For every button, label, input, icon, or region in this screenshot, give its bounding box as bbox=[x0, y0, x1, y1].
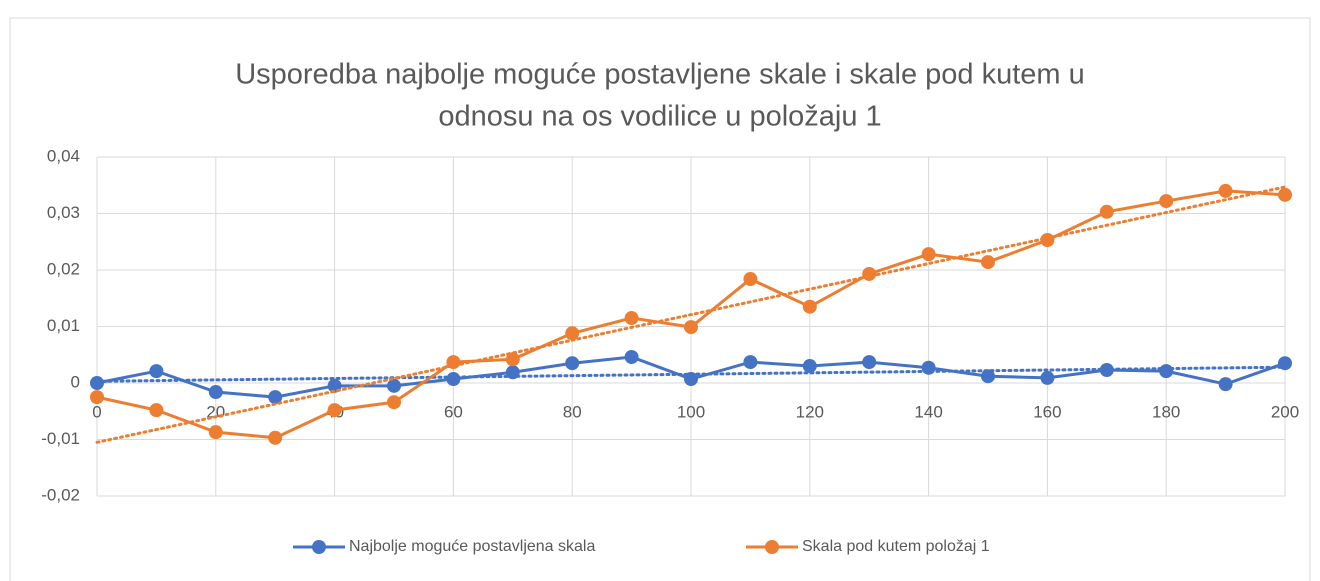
chart-title: odnosu na os vodilice u položaju 1 bbox=[438, 101, 881, 133]
marker bbox=[1159, 194, 1174, 209]
marker bbox=[743, 355, 758, 370]
marker bbox=[1099, 363, 1114, 378]
marker bbox=[862, 355, 877, 370]
trendline bbox=[95, 185, 1287, 444]
marker bbox=[387, 378, 401, 393]
y-tick-label: 0,03 bbox=[47, 203, 80, 222]
marker bbox=[921, 360, 936, 375]
y-tick-label: -0,02 bbox=[41, 485, 80, 504]
marker bbox=[208, 385, 223, 400]
marker bbox=[446, 355, 461, 370]
marker bbox=[802, 299, 817, 314]
y-tick-label: 0,01 bbox=[47, 316, 80, 335]
marker bbox=[981, 255, 995, 270]
x-tick-label: 180 bbox=[1152, 402, 1180, 421]
y-tick-label: 0,02 bbox=[47, 259, 80, 278]
marker bbox=[149, 364, 164, 379]
marker bbox=[446, 372, 461, 387]
legend-marker bbox=[312, 540, 326, 554]
legend-label: Najbolje moguće postavljena skala bbox=[349, 538, 595, 555]
x-tick-label: 140 bbox=[914, 402, 942, 421]
marker bbox=[743, 272, 758, 287]
y-tick-label: 0,04 bbox=[47, 146, 80, 165]
chart-border bbox=[9, 17, 1311, 581]
legend-marker bbox=[765, 540, 779, 554]
marker bbox=[684, 320, 698, 335]
legend-label: Skala pod kutem položaj 1 bbox=[802, 538, 990, 555]
marker bbox=[624, 311, 639, 326]
marker bbox=[1278, 356, 1292, 371]
marker bbox=[1040, 370, 1055, 385]
marker bbox=[921, 247, 936, 262]
marker bbox=[327, 403, 342, 418]
marker bbox=[90, 390, 104, 405]
marker bbox=[684, 372, 698, 387]
x-tick-label: 60 bbox=[444, 402, 463, 421]
marker bbox=[268, 430, 283, 445]
marker bbox=[802, 359, 817, 374]
marker bbox=[387, 395, 401, 410]
marker bbox=[624, 350, 639, 365]
marker bbox=[1218, 377, 1233, 392]
marker bbox=[505, 352, 520, 367]
marker bbox=[505, 365, 520, 380]
x-tick-label: 0 bbox=[92, 402, 101, 421]
marker bbox=[565, 326, 580, 341]
marker bbox=[149, 403, 164, 418]
marker bbox=[90, 376, 104, 390]
marker bbox=[1159, 364, 1174, 379]
x-tick-label: 120 bbox=[796, 402, 824, 421]
marker bbox=[1278, 187, 1292, 202]
marker bbox=[1218, 183, 1233, 198]
marker bbox=[862, 266, 877, 281]
marker bbox=[1099, 204, 1114, 219]
marker bbox=[268, 390, 283, 405]
chart-title: Usporedba najbolje moguće postavljene sk… bbox=[235, 59, 1085, 91]
marker bbox=[565, 356, 580, 371]
x-tick-label: 100 bbox=[677, 402, 705, 421]
x-tick-label: 200 bbox=[1271, 402, 1299, 421]
x-tick-label: 160 bbox=[1033, 402, 1061, 421]
marker bbox=[1040, 233, 1055, 248]
y-tick-label: 0 bbox=[71, 372, 80, 391]
y-tick-label: -0,01 bbox=[41, 429, 80, 448]
marker bbox=[208, 425, 223, 440]
marker bbox=[981, 369, 995, 384]
x-tick-label: 80 bbox=[563, 402, 582, 421]
